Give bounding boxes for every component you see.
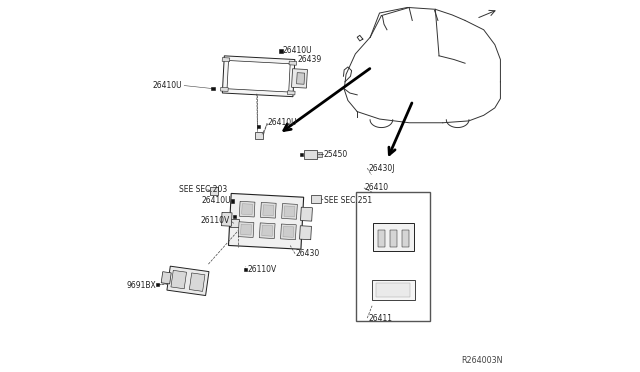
Text: SEE SEC.203: SEE SEC.203 [179, 185, 227, 194]
Polygon shape [222, 58, 230, 62]
Text: 26439: 26439 [298, 55, 322, 64]
Polygon shape [301, 207, 312, 221]
Bar [211, 87, 215, 90]
Text: 26410U: 26410U [283, 46, 312, 55]
Polygon shape [300, 226, 312, 240]
Polygon shape [171, 270, 186, 289]
Polygon shape [312, 195, 321, 203]
Polygon shape [222, 56, 295, 97]
Polygon shape [209, 187, 218, 195]
Text: 26430J: 26430J [369, 164, 395, 173]
Bar [356, 192, 431, 321]
Text: SEE SEC.251: SEE SEC.251 [324, 196, 372, 205]
Text: 26410U: 26410U [201, 196, 231, 205]
Polygon shape [161, 272, 172, 284]
Bar [233, 215, 236, 218]
Polygon shape [221, 87, 228, 92]
Polygon shape [282, 203, 298, 219]
Bar [257, 125, 260, 128]
Polygon shape [189, 273, 205, 291]
Polygon shape [241, 224, 252, 235]
Polygon shape [230, 219, 239, 227]
Polygon shape [378, 230, 385, 247]
Polygon shape [376, 283, 410, 297]
Polygon shape [262, 225, 273, 236]
Text: 26410U: 26410U [268, 118, 298, 127]
Bar [156, 283, 159, 286]
Polygon shape [255, 132, 262, 139]
Text: R264003N: R264003N [461, 356, 502, 365]
Polygon shape [289, 61, 297, 65]
Polygon shape [283, 226, 294, 237]
Polygon shape [287, 91, 295, 95]
Bar [300, 153, 303, 156]
Text: 26430: 26430 [296, 249, 320, 258]
Polygon shape [317, 152, 322, 157]
Text: 26411: 26411 [369, 314, 392, 323]
Text: 26410: 26410 [365, 183, 388, 192]
Text: 26410U: 26410U [153, 81, 182, 90]
Polygon shape [263, 205, 274, 216]
Polygon shape [239, 201, 255, 217]
Polygon shape [296, 73, 305, 84]
Polygon shape [238, 222, 254, 237]
Polygon shape [284, 206, 295, 217]
Polygon shape [304, 150, 317, 159]
Polygon shape [260, 202, 276, 218]
Polygon shape [259, 223, 275, 238]
Bar [231, 199, 234, 202]
Bar [244, 268, 247, 271]
Text: 26110V: 26110V [201, 216, 230, 225]
Polygon shape [373, 223, 413, 251]
Polygon shape [242, 204, 253, 215]
Polygon shape [167, 266, 209, 295]
Polygon shape [227, 61, 290, 92]
Bar [279, 49, 283, 53]
Text: 9691BX: 9691BX [127, 281, 156, 290]
Polygon shape [280, 224, 296, 240]
Polygon shape [292, 69, 307, 88]
Polygon shape [390, 230, 397, 247]
Polygon shape [221, 212, 232, 226]
Polygon shape [372, 280, 415, 300]
Polygon shape [228, 193, 303, 249]
Text: 26110V: 26110V [248, 265, 276, 274]
Text: 25450: 25450 [324, 150, 348, 159]
Polygon shape [402, 230, 410, 247]
